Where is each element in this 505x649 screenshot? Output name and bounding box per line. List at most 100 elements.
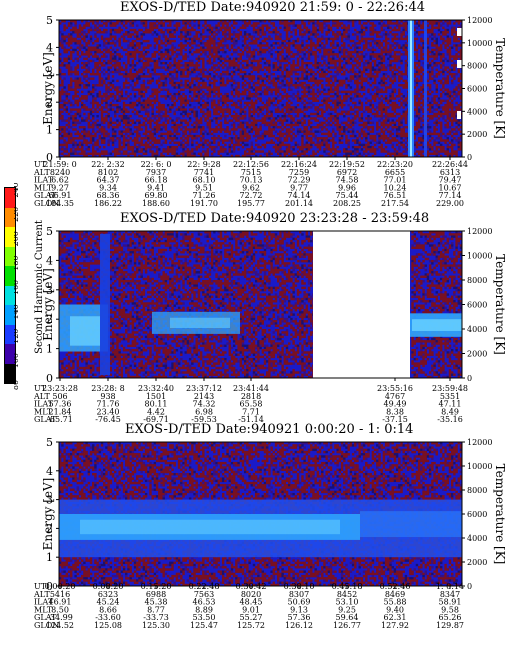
orbit-cell: 23:37:12 [186,384,222,393]
orbit-cell: 0:30:42 [236,582,267,591]
temperature-tick-label: 2000 [467,350,487,359]
signal-band [100,233,110,376]
orbit-cell: 0:38:10 [284,582,315,591]
orbit-row-label: ILAT [34,598,54,607]
signal-band [70,316,100,346]
orbit-cell: 125.08 [94,621,122,630]
orbit-cell: 0:22:48 [189,582,220,591]
orbit-cell: 1: 0:14 [436,582,464,591]
energy-axis-label: Energy [eV] [41,268,55,341]
orbit-row-label: ALT [33,168,50,177]
energy-tick-label: 2 [46,96,53,109]
temperature-tick-label: 0 [467,153,472,162]
temperature-tick-label: 12000 [467,227,492,236]
orbit-cell: 8.77 [147,605,165,614]
energy-tick-label: 2 [46,522,53,535]
colorbar-tick-label: 140 [14,304,20,319]
heatmap-area [59,20,465,158]
orbit-cell: 22:26:44 [432,160,468,169]
white-gap [457,28,463,36]
orbit-cell: 126.77 [333,621,361,630]
panel2-chart: 0 1 2 3 4 5 Energy [eV] 0 2000 4000 6000 8000 10000 1… [33,225,505,423]
orbit-cell: 125.72 [237,621,265,630]
orbit-cell: 195.77 [237,199,265,208]
temperature-tick-label: 4000 [467,534,487,543]
colorbar-segment [5,227,15,247]
orbit-cell: 8.49 [441,407,459,416]
orbit-cell: 5351 [440,392,460,401]
orbit-cell: 126.12 [285,621,313,630]
orbit-row-label: UT [34,384,47,393]
orbit-cell: 229.00 [436,199,464,208]
orbit-cell: 6655 [385,168,405,177]
orbit-row-label: GLON [34,621,59,630]
temperature-axis-label: Temperature [K] [493,464,505,565]
orbit-cell: 9.25 [338,605,356,614]
white-gap [457,111,461,119]
orbit-cell: 65.26 [439,613,462,622]
orbit-cell: 506 [52,392,67,401]
orbit-cell: 6972 [337,168,357,177]
energy-tick-label: 1 [46,551,53,564]
orbit-cell: 48.45 [240,598,263,607]
orbit-cell: 53.10 [336,598,359,607]
orbit-row-label: ILAT [34,176,54,185]
orbit-cell: 9.01 [242,605,260,614]
orbit-cell: 938 [100,392,115,401]
orbit-cell: 186.22 [94,199,122,208]
orbit-cell: 191.70 [190,199,218,208]
colorbar-tick-label: 220 [14,207,20,222]
orbit-cell: 9.62 [242,183,260,192]
energy-tick-label: 4 [46,254,53,267]
orbit-cell: -34.99 [47,613,73,622]
colorbar-segment [5,246,15,266]
orbit-cell: 8452 [337,590,357,599]
orbit-cell: 77.14 [439,191,462,200]
orbit-cell: 45.24 [97,598,120,607]
colorbar-segment [5,324,15,344]
orbit-cell: 125.30 [142,621,170,630]
orbit-cell: 68.10 [193,176,216,185]
orbit-cell: 129.87 [436,621,464,630]
orbit-cell: 10.67 [439,183,462,192]
colorbar-segment [5,305,15,325]
orbit-cell: 76.51 [384,191,407,200]
orbit-cell: -51.14 [238,415,264,423]
orbit-cell: 58.91 [439,598,462,607]
orbit-cell: -37.15 [382,415,408,423]
temperature-tick-label: 6000 [467,301,487,310]
signal-band [80,519,340,535]
colorbar-tick-label: 160 [14,280,20,295]
energy-tick-label: 3 [46,284,53,297]
orbit-cell: 46.53 [193,598,216,607]
colorbar-tick-label: 180 [14,255,20,270]
orbit-cell: 9.40 [386,605,404,614]
orbit-cell: 9.41 [147,183,165,192]
orbit-row-label: MLT [34,407,53,416]
temperature-tick-label: 10000 [467,462,492,471]
orbit-cell: 124.52 [46,621,74,630]
orbit-cell: 9.51 [195,183,213,192]
signal-band [360,511,462,538]
temperature-tick-label: 2000 [467,558,487,567]
orbit-cell: 1501 [146,392,166,401]
orbit-cell: 217.54 [381,199,409,208]
orbit-cell: 7515 [241,168,261,177]
orbit-cell: 22:12:56 [233,160,269,169]
energy-axis-label: Energy [eV] [41,478,55,551]
orbit-cell: 71.76 [97,400,120,409]
vertical-spike [424,20,427,157]
orbit-cell: 6.98 [195,407,213,416]
orbit-cell: 68.36 [97,191,120,200]
energy-axis-label: Energy [eV] [41,52,55,125]
orbit-cell: 208.25 [333,199,361,208]
orbit-row-label: GLAT [34,613,57,622]
orbit-cell: 64.37 [97,176,120,185]
orbit-cell: 46.91 [49,598,72,607]
energy-tick-label: 1 [46,124,53,137]
orbit-cell: 77.01 [384,176,407,185]
orbit-row-label: ALT [33,392,50,401]
colorbar-tick-label: 80 [14,380,20,390]
panel3-chart: 0 1 2 3 4 5 Energy [eV] 0 2000 4000 6000 8000 10000 1… [33,436,505,630]
